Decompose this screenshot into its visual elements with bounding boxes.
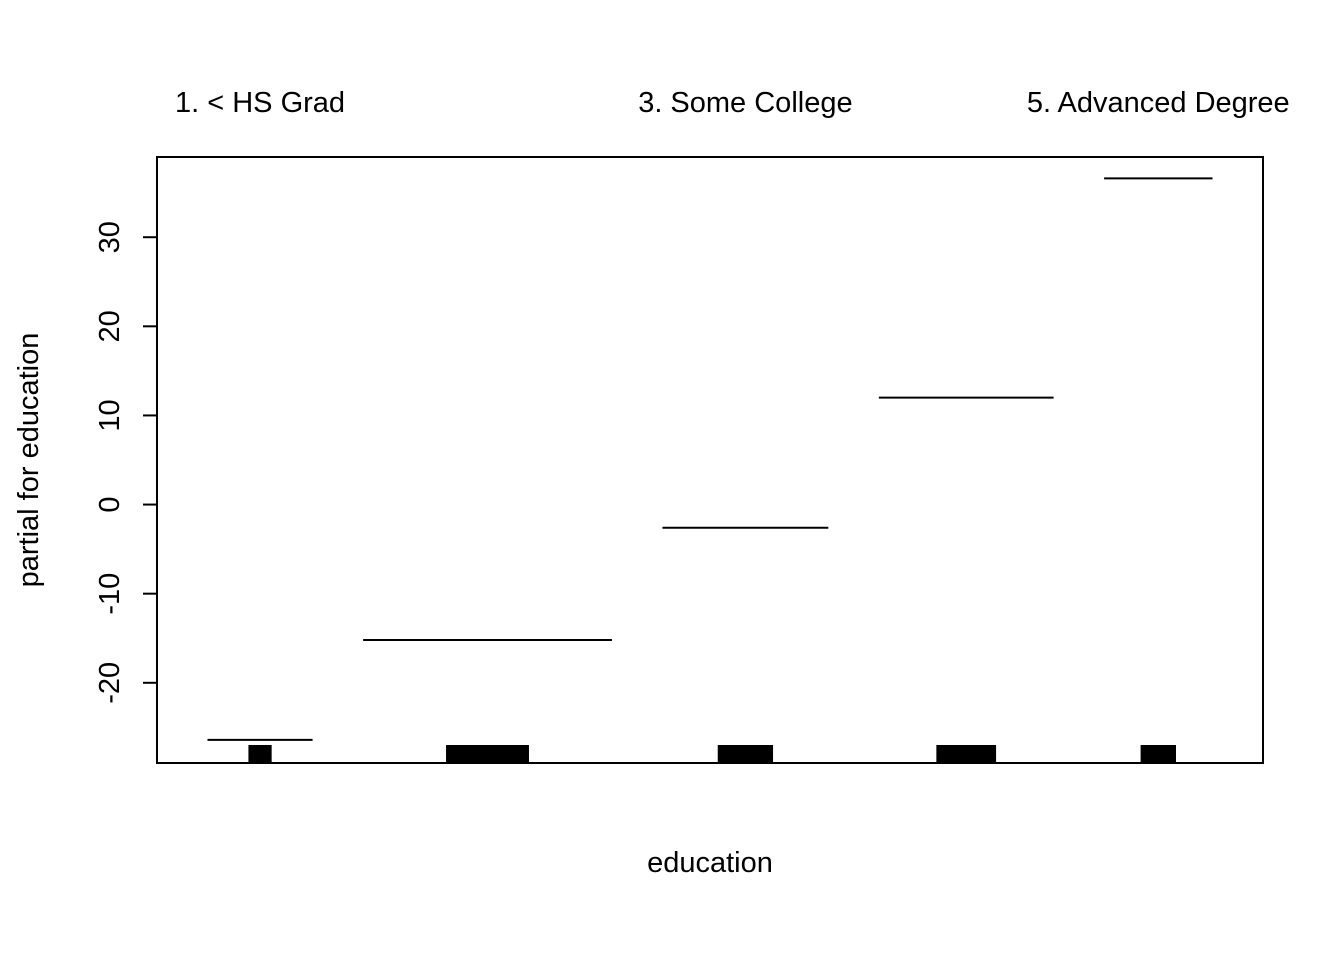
top-label-3: 3. Some College — [638, 87, 852, 119]
partial-effect-levels — [207, 177, 1213, 741]
x-axis-label: education — [647, 847, 773, 879]
rug-mark-3 — [717, 745, 774, 763]
y-tick-label: 0 — [94, 496, 126, 512]
rug-mark-5 — [1140, 745, 1176, 763]
y-axis: -20 -10 0 10 20 30 — [94, 221, 158, 704]
y-tick-label: 30 — [94, 221, 126, 253]
y-tick-label: -10 — [94, 573, 126, 615]
y-axis-label: partial for education — [13, 333, 45, 588]
rug-mark-1 — [248, 745, 272, 763]
y-tick-label: -20 — [94, 662, 126, 704]
rug-mark-2 — [446, 745, 529, 763]
rug-mark-4 — [936, 745, 997, 763]
rug-marks — [248, 745, 1176, 763]
y-tick-label: 10 — [94, 399, 126, 431]
y-tick-label: 20 — [94, 310, 126, 342]
plot-frame — [156, 156, 1264, 764]
top-category-labels: 1. < HS Grad 3. Some College 5. Advanced D… — [175, 87, 1290, 119]
top-label-1: 1. < HS Grad — [175, 87, 345, 119]
top-label-5: 5. Advanced Degree — [1027, 87, 1290, 119]
